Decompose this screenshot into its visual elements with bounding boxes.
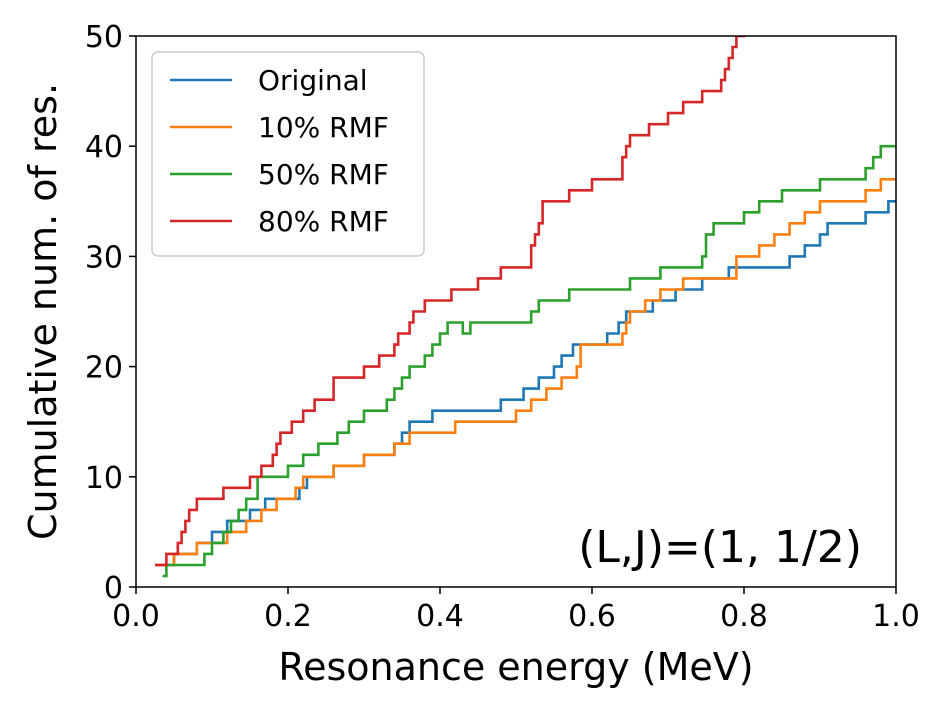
legend-label: Original [258, 64, 368, 97]
x-tick-label: 0.6 [568, 599, 616, 634]
x-tick-label: 1.0 [872, 599, 920, 634]
y-tick-label: 30 [85, 240, 123, 275]
y-tick-label: 10 [85, 461, 123, 496]
y-tick-label: 50 [85, 20, 123, 55]
x-tick-label: 0.8 [720, 599, 768, 634]
x-tick-label: 0.0 [112, 599, 160, 634]
y-axis-label: Cumulative num. of res. [21, 83, 65, 540]
x-tick-label: 0.4 [416, 599, 464, 634]
x-axis-label: Resonance energy (MeV) [278, 645, 753, 689]
y-tick-label: 40 [85, 130, 123, 165]
series-line-2 [155, 178, 896, 567]
legend-label: 50% RMF [258, 158, 389, 191]
legend-label: 80% RMF [258, 205, 389, 238]
plot-frame [135, 35, 897, 588]
series-line-1 [155, 200, 896, 567]
panel-annotation: (L,J)=(1, 1/2) [578, 522, 862, 573]
series-layer [155, 36, 896, 578]
ticks-layer: 0.0 0.2 0.4 0.6 0.8 1.0 0 10 20 30 40 50 [85, 20, 920, 634]
y-tick-label: 0 [104, 571, 123, 606]
series-line-4 [155, 36, 746, 567]
x-tick-label: 0.2 [264, 599, 312, 634]
legend-box [151, 51, 425, 257]
legend: Original 10% RMF 50% RMF 80% RMF [151, 51, 425, 257]
series-line-3 [162, 144, 896, 578]
legend-label: 10% RMF [258, 111, 389, 144]
y-tick-label: 20 [85, 351, 123, 386]
